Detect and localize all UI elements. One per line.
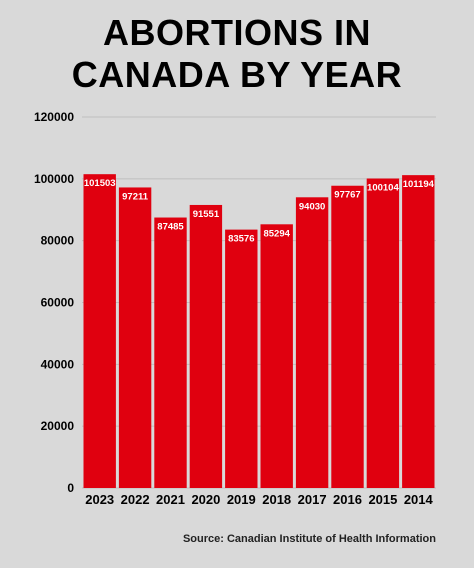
x-tick-label: 2015 (368, 492, 397, 507)
data-label: 101194 (403, 179, 435, 190)
bar (118, 187, 152, 488)
data-label: 97767 (334, 190, 360, 201)
x-tick-label: 2017 (298, 492, 327, 507)
y-tick-label: 120000 (34, 110, 74, 124)
title-line-1: ABORTIONS IN (102, 12, 371, 53)
bar (189, 204, 223, 488)
data-label: 83576 (228, 234, 254, 245)
data-label: 101503 (84, 178, 116, 189)
bar (402, 175, 435, 488)
y-tick-label: 100000 (34, 172, 74, 186)
y-tick-label: 0 (67, 481, 74, 495)
chart-title: ABORTIONS IN CANADA BY YEAR (0, 12, 474, 96)
x-tick-label: 2014 (404, 492, 434, 507)
y-tick-label: 60000 (41, 296, 75, 310)
x-tick-label: 2020 (191, 492, 220, 507)
x-tick-label: 2021 (156, 492, 185, 507)
x-tick-label: 2022 (121, 492, 150, 507)
y-tick-label: 40000 (41, 357, 75, 371)
y-tick-label: 20000 (41, 419, 75, 433)
x-tick-label: 2018 (262, 492, 291, 507)
bar (366, 178, 400, 489)
bar (331, 185, 364, 488)
bar (295, 197, 329, 488)
x-tick-label: 2019 (227, 492, 256, 507)
data-label: 85294 (263, 228, 290, 239)
y-tick-label: 80000 (41, 234, 75, 248)
source-note: Source: Canadian Institute of Health Inf… (182, 533, 436, 545)
x-tick-label: 2016 (333, 492, 362, 507)
title-line-2: CANADA BY YEAR (71, 54, 403, 95)
bar (83, 174, 116, 488)
data-label: 100104 (367, 183, 399, 194)
bar (154, 217, 187, 488)
data-label: 87485 (157, 222, 184, 233)
bar (260, 224, 293, 488)
x-tick-label: 2023 (85, 492, 114, 507)
data-label: 97211 (122, 191, 149, 202)
bar (225, 229, 258, 488)
data-label: 94030 (299, 201, 325, 212)
data-label: 91551 (193, 209, 220, 220)
